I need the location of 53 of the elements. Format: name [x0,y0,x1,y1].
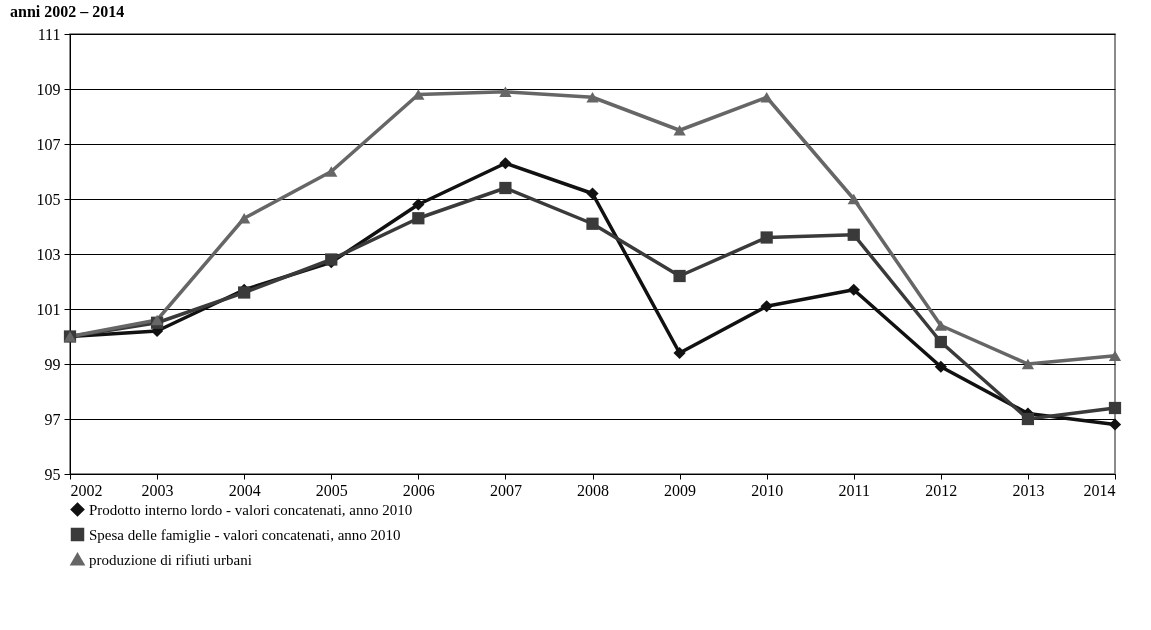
point [1021,358,1035,370]
y-tick-label: 107 [36,135,61,153]
point [673,269,686,283]
x-tick-label: 2002 [70,481,103,499]
point [586,187,599,200]
y-tick-label: 109 [36,80,61,98]
point [847,193,860,205]
y-tick-label: 101 [36,300,61,318]
x-tick-label: 2006 [402,481,435,499]
point [760,91,773,103]
point [325,166,338,177]
point [586,91,599,103]
point [1021,412,1035,426]
x-tick-label: 2003 [141,481,174,499]
point [847,283,860,296]
x-tick-label: 2012 [925,481,958,499]
point [934,320,947,331]
point [934,360,947,373]
y-tick-label: 105 [36,190,61,208]
y-tick-label: 97 [44,410,61,428]
point [760,231,773,244]
point [412,212,425,225]
point [412,198,425,211]
point [1108,418,1122,431]
point [499,157,512,170]
y-tick-label: 99 [44,355,61,373]
point [1108,401,1122,415]
chart-title: anni 2002 – 2014 [10,3,125,20]
point [934,335,947,349]
legend-label: Spesa delle famiglie - valori concatenati, anno 2010 [89,526,401,543]
y-tick-label: 95 [44,465,61,483]
legend-label: produzione di rifiuti urbani [89,551,252,568]
y-tick-label: 103 [36,245,61,263]
x-tick-label: 2004 [228,481,261,499]
point [847,228,860,241]
x-tick-label: 2007 [489,481,522,499]
point [586,217,599,230]
x-tick-label: 2009 [664,481,697,499]
point [673,346,686,360]
x-tick-label: 2013 [1012,481,1045,499]
point [499,86,512,98]
point [499,181,512,195]
point [760,300,773,313]
legend-label: Prodotto interno lordo - valori concatenati, anno 2010 [89,501,413,518]
x-tick-label: 2014 [1083,481,1116,499]
point [673,124,686,136]
point [1108,350,1122,362]
y-tick-label: 111 [37,25,61,43]
point [238,212,251,224]
x-tick-label: 2005 [315,481,348,499]
x-tick-label: 2008 [577,481,609,499]
x-tick-label: 2011 [838,481,870,499]
x-tick-label: 2010 [751,481,784,499]
